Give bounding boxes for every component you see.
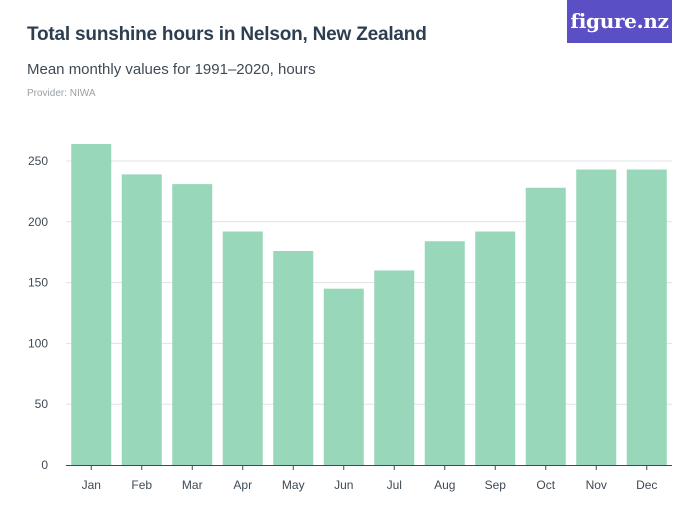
x-tick-label: Nov [586,478,607,492]
x-tick-label: May [282,478,305,492]
bar-mar[interactable] [172,184,213,465]
y-tick-label: 50 [35,397,49,411]
y-tick-label: 100 [28,336,48,350]
chart-subtitle: Mean monthly values for 1991–2020, hours [27,61,316,78]
y-tick-label: 200 [28,215,48,229]
x-tick-label: Oct [536,478,555,492]
x-tick-label: Sep [485,478,507,492]
data-provider: Provider: NIWA [27,88,96,99]
x-tick-label: Jul [387,478,402,492]
x-tick-label: Apr [233,478,252,492]
bar-may[interactable] [273,250,314,465]
figure-nz-logo[interactable]: figure.nz [567,0,672,43]
x-axis-ticks: Jan Feb Mar Apr May Jun Jul Aug Sep Oct Nov Dec [82,465,657,492]
x-tick-label: Feb [131,478,152,492]
bar-aug[interactable] [424,241,465,465]
bars [71,143,667,465]
x-tick-label: Aug [434,478,455,492]
y-axis-ticks: 0 50 100 150 200 250 [28,154,48,472]
bar-dec[interactable] [626,169,667,465]
bar-feb[interactable] [121,174,162,465]
bar-jul[interactable] [374,270,415,465]
y-tick-label: 0 [41,458,48,472]
bar-nov[interactable] [576,169,617,465]
x-tick-label: Dec [636,478,657,492]
bar-jan[interactable] [71,143,112,465]
y-tick-label: 150 [28,276,48,290]
bar-apr[interactable] [222,231,263,465]
x-tick-label: Jun [334,478,353,492]
bar-sep[interactable] [475,231,516,465]
x-tick-label: Jan [82,478,101,492]
y-tick-label: 250 [28,154,48,168]
bar-jun[interactable] [323,288,364,465]
chart-title: Total sunshine hours in Nelson, New Zeal… [27,24,427,45]
gridlines [66,160,672,405]
bar-oct[interactable] [525,187,566,465]
x-tick-label: Mar [182,478,203,492]
